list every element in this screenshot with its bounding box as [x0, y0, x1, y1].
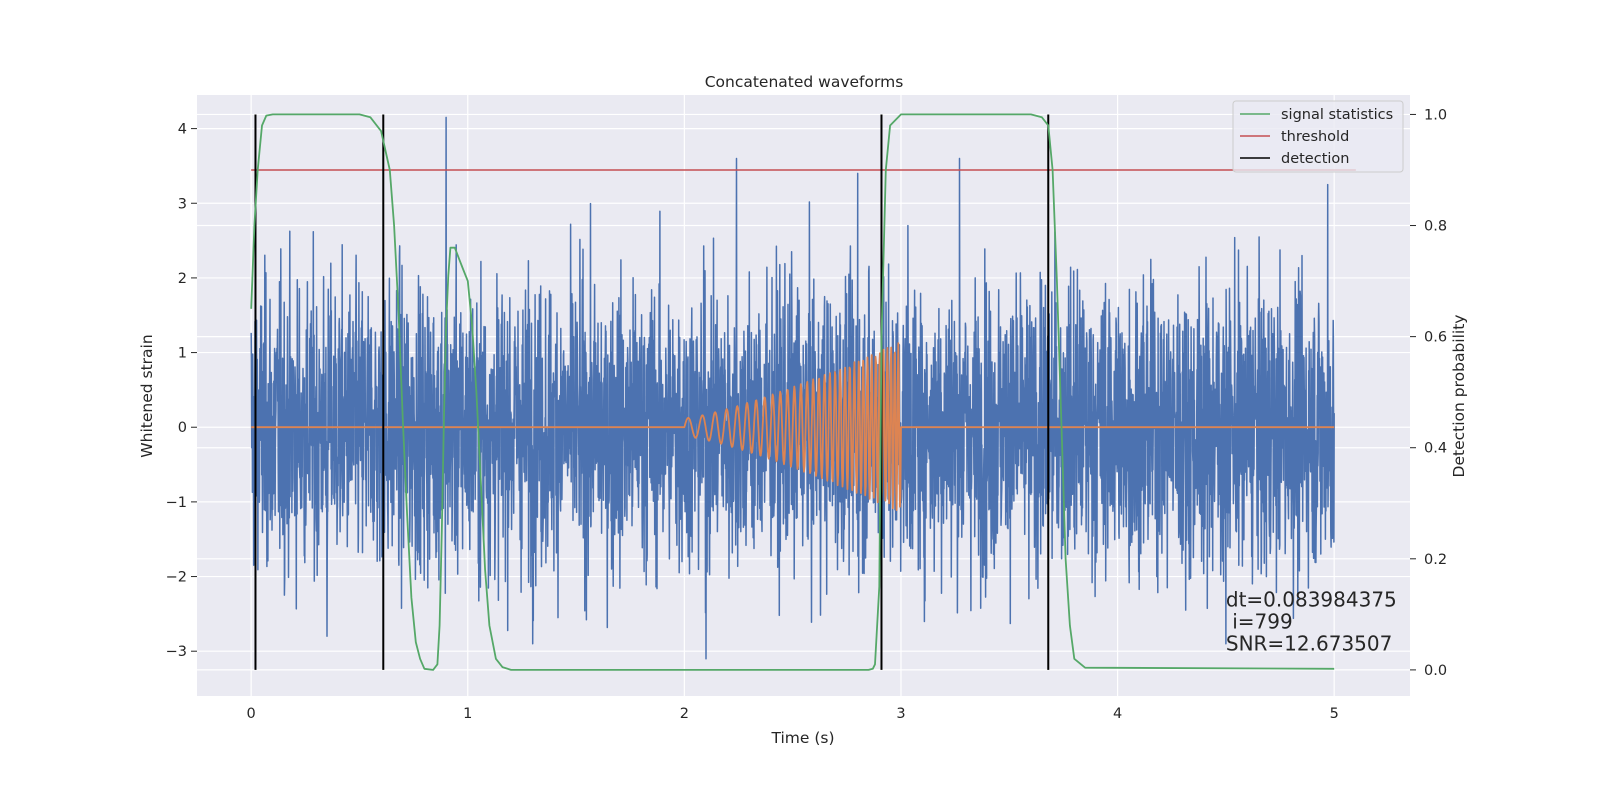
- x-tick-label: 1: [463, 706, 472, 722]
- y-tick-label: 3: [178, 196, 187, 212]
- tick-labels: 0 1 2 3 4 5 −3 −2 −1 0 1 2 3 4 0.0 0.2 0.4 0.6 0.8 1.0: [166, 107, 1447, 722]
- legend-label-signal-statistics: signal statistics: [1281, 107, 1393, 123]
- y2-tick-label: 0.6: [1424, 330, 1447, 346]
- x-tick-label: 0: [247, 706, 256, 722]
- y2-tick-label: 0.0: [1424, 663, 1447, 679]
- x-tick-label: 5: [1330, 706, 1339, 722]
- y-tick-label: −3: [166, 644, 187, 660]
- annotation-index: i=799: [1226, 609, 1293, 633]
- x-axis-label: Time (s): [770, 729, 834, 747]
- y-tick-label: −2: [166, 570, 187, 586]
- annotation: dt=0.083984375 i=799 SNR=12.673507: [1226, 587, 1397, 655]
- y-tick-label: 0: [178, 420, 187, 436]
- y2-tick-label: 1.0: [1424, 107, 1447, 123]
- series-whitened-strain-line: [250, 116, 1335, 660]
- y-tick-label: −1: [166, 495, 187, 511]
- annotation-snr: SNR=12.673507: [1226, 631, 1392, 655]
- y2-tick-label: 0.8: [1424, 219, 1447, 235]
- y-axis-label: Whitened strain: [138, 334, 156, 457]
- x-tick-label: 3: [896, 706, 905, 722]
- legend: signal statistics threshold detection: [1232, 100, 1404, 173]
- series-signal-statistics-line: [250, 113, 1335, 671]
- chart-title: Concatenated waveforms: [705, 73, 904, 91]
- y-tick-label: 2: [178, 271, 187, 287]
- y2-tick-label: 0.4: [1424, 441, 1447, 457]
- y2-axis-label: Detection probability: [1450, 315, 1468, 478]
- y-tick-label: 4: [178, 122, 187, 138]
- x-tick-label: 4: [1113, 706, 1122, 722]
- legend-label-threshold: threshold: [1281, 129, 1349, 145]
- legend-label-detection: detection: [1281, 151, 1349, 167]
- y2-tick-label: 0.2: [1424, 552, 1447, 568]
- legend-box: [1232, 100, 1404, 173]
- series-injected-chirp-line: [250, 342, 1335, 511]
- y-tick-label: 1: [178, 346, 187, 362]
- annotation-dt: dt=0.083984375: [1226, 587, 1397, 611]
- plot-area: [250, 113, 1356, 671]
- x-tick-label: 2: [680, 706, 689, 722]
